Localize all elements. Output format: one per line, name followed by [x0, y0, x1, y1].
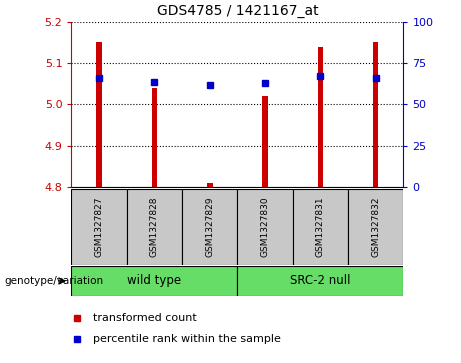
- Bar: [96, 42, 102, 187]
- Title: GDS4785 / 1421167_at: GDS4785 / 1421167_at: [157, 4, 318, 18]
- Bar: [127, 189, 182, 265]
- Bar: [71, 266, 237, 296]
- Bar: [373, 42, 378, 187]
- Text: SRC-2 null: SRC-2 null: [290, 274, 351, 287]
- Bar: [207, 183, 213, 187]
- Text: percentile rank within the sample: percentile rank within the sample: [93, 334, 281, 344]
- Bar: [348, 189, 403, 265]
- Bar: [182, 189, 237, 265]
- Bar: [71, 189, 127, 265]
- Text: GSM1327829: GSM1327829: [205, 197, 214, 257]
- Bar: [237, 266, 403, 296]
- Text: GSM1327827: GSM1327827: [95, 197, 104, 257]
- Bar: [237, 189, 293, 265]
- Text: GSM1327831: GSM1327831: [316, 196, 325, 257]
- Bar: [152, 88, 157, 187]
- Text: transformed count: transformed count: [93, 313, 196, 323]
- Text: GSM1327832: GSM1327832: [371, 197, 380, 257]
- Bar: [293, 189, 348, 265]
- Text: GSM1327828: GSM1327828: [150, 197, 159, 257]
- Bar: [262, 96, 268, 187]
- Text: GSM1327830: GSM1327830: [260, 196, 270, 257]
- Text: wild type: wild type: [127, 274, 182, 287]
- Bar: [318, 46, 323, 187]
- Text: genotype/variation: genotype/variation: [5, 276, 104, 286]
